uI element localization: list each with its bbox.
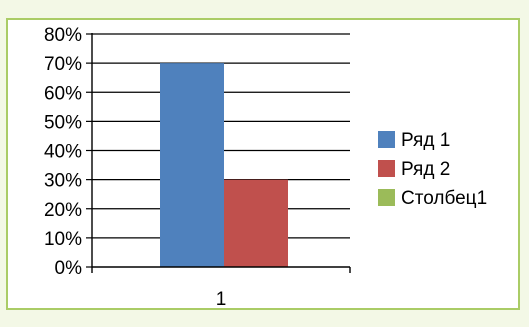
y-tick-label: 0% xyxy=(55,258,83,279)
bar xyxy=(224,179,288,267)
y-tick-labels: 0% 10% 20% 30% 40% 50% 60% 70% 80% xyxy=(44,25,82,279)
y-tick-label: 40% xyxy=(44,142,82,163)
y-tick-label: 50% xyxy=(44,112,82,133)
legend-swatch xyxy=(378,131,395,148)
y-tick-label: 10% xyxy=(44,229,82,250)
x-tick-label: 1 xyxy=(216,289,227,310)
axes xyxy=(86,33,351,273)
y-tick-label: 20% xyxy=(44,200,82,221)
bar xyxy=(160,63,224,267)
y-tick-label: 80% xyxy=(44,25,82,46)
y-tick-label: 70% xyxy=(44,54,82,75)
legend-swatch xyxy=(378,160,395,177)
y-tick-label: 60% xyxy=(44,83,82,104)
legend-label: Ряд 2 xyxy=(401,159,450,180)
bars xyxy=(160,63,288,267)
y-tick-label: 30% xyxy=(44,171,82,192)
legend-label: Столбец1 xyxy=(401,188,487,209)
x-tick-labels: 1 xyxy=(216,289,227,310)
legend: Ряд 1 Ряд 2 Столбец1 xyxy=(378,130,487,209)
legend-swatch xyxy=(378,189,395,206)
legend-label: Ряд 1 xyxy=(401,130,450,151)
